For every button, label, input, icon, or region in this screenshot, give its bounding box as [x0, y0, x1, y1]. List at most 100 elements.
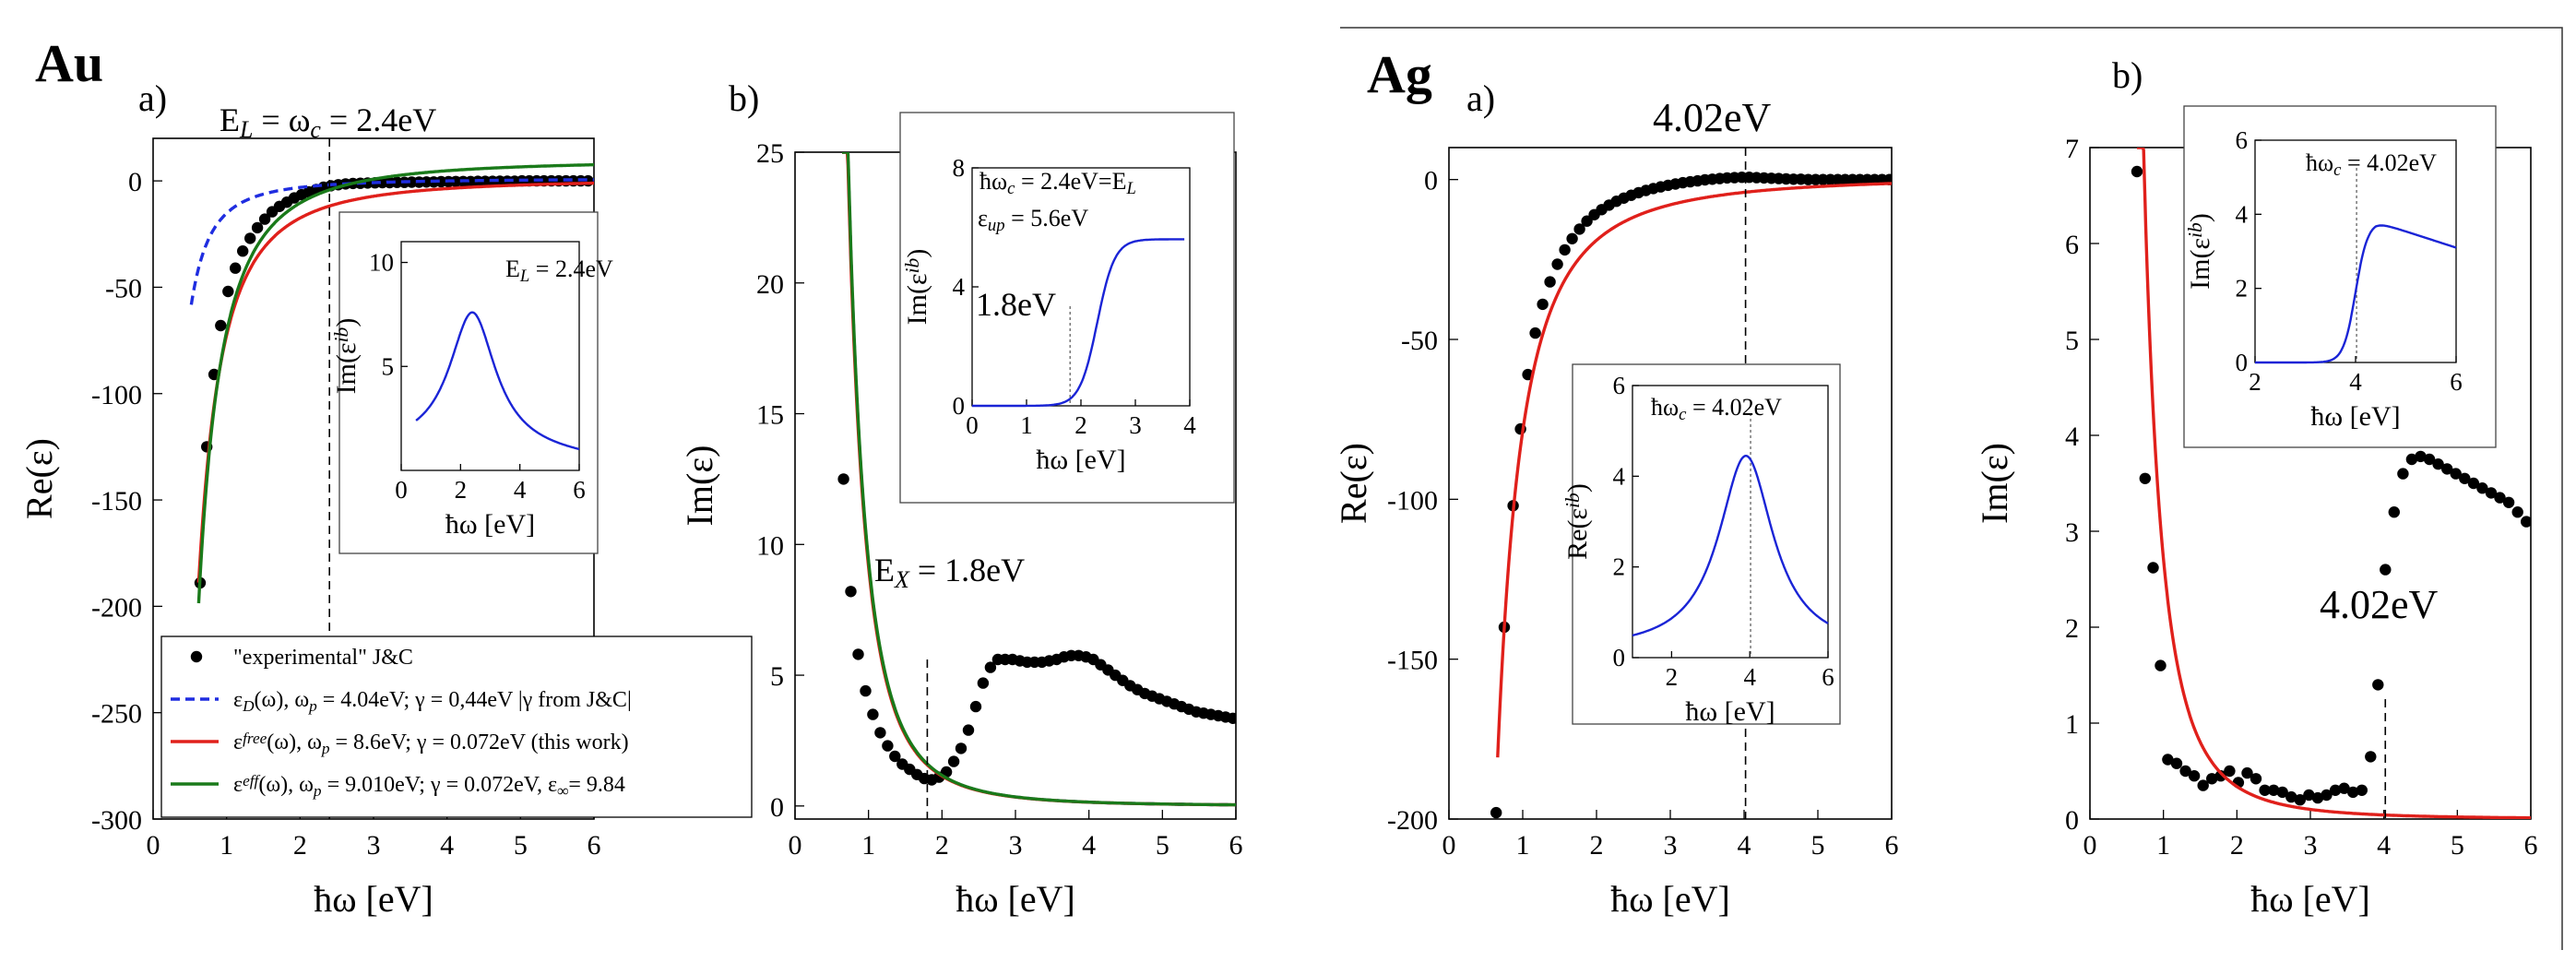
- ag_a-inset: 2 4 6 0 2 4 6 ħω [eV] Re(εib) ħωc = 4.02eV: [1561, 363, 1841, 727]
- ag_b-data-point: [2303, 789, 2315, 802]
- au_b-data-point: [882, 740, 894, 752]
- au_a-inset-xtick-label: 4: [514, 476, 527, 504]
- ag_a-data-point: [1529, 327, 1541, 339]
- au_a-ytick-label: -300: [91, 805, 142, 836]
- ag_b-ytick-label: 2: [2065, 613, 2079, 644]
- ag_b-ytick-label: 5: [2065, 326, 2079, 356]
- ag_a-inset-curve: [1632, 454, 1829, 637]
- ag_b-inset-box: [2183, 105, 2497, 448]
- au_b-inset: 0 1 2 3 4 0 4 8 ħω [eV] Im(εib) ħωc = 2.4eV=EL εup …: [899, 112, 1235, 504]
- ag_b-data-point: [2494, 492, 2506, 504]
- au_a-ytick-label: -50: [105, 273, 142, 303]
- ag_b-data-point: [2147, 562, 2159, 574]
- au_b-inset-annotation-0: ħωc = 2.4eV=EL: [979, 168, 1136, 198]
- au_a-ytick-label: 0: [128, 167, 142, 197]
- ag_a-data-point: [1573, 223, 1585, 235]
- ag_b-ytick-label: 0: [2065, 805, 2079, 836]
- ag_b-inset-ylabel: Im(εib): [2184, 213, 2215, 290]
- ag_a-inset-xtick-label: 6: [1822, 663, 1834, 691]
- au_b-plot-area: [837, 152, 1236, 807]
- ag_a-inset-ytick-label: 2: [1613, 553, 1626, 581]
- ag_b-data-point: [2502, 496, 2515, 508]
- au_a-xtick-label: 0: [147, 830, 160, 861]
- au_a-ylabel: Re(ε): [18, 438, 60, 519]
- au_b-ytick-label: 0: [770, 792, 784, 823]
- ag_b-inset-ytick-label: 2: [2236, 275, 2249, 303]
- au_b-inset-ytick-label: 0: [953, 392, 966, 420]
- ag_b-inset-ytick-label: 4: [2236, 200, 2249, 228]
- au_b-data-point: [845, 586, 857, 598]
- au_b-data-point: [889, 750, 901, 763]
- ag_a-inset-ytick-label: 4: [1613, 462, 1626, 490]
- legend-box: [160, 635, 753, 818]
- ag_b-data-point: [2347, 786, 2359, 799]
- au_b-xtick-label: 3: [1009, 830, 1023, 861]
- au_a-inset-xtick-label: 2: [455, 476, 468, 504]
- ag_b-data-point: [2450, 468, 2462, 480]
- au_a-series-2: [196, 181, 594, 583]
- ag_b-data-point: [2188, 770, 2201, 782]
- au_a-ytick-label: -250: [91, 699, 142, 730]
- ag_b-data-point: [2356, 784, 2368, 796]
- panel-label-au-a: a): [138, 77, 167, 119]
- ag_a-ytick-label: -150: [1387, 646, 1438, 676]
- au_a-xtick-label: 4: [440, 830, 454, 861]
- ag_b-data-point: [2467, 477, 2480, 490]
- ag_a-xtick-label: 0: [1442, 830, 1456, 861]
- panel-label-au-b: b): [729, 77, 759, 119]
- au_b-inset-xtick-label: 1: [1020, 411, 1033, 439]
- ag_a-data-point: [1566, 232, 1578, 244]
- au_a-inset-xtick-label: 6: [573, 476, 586, 504]
- ag_b-data-point: [2276, 786, 2288, 799]
- ag_b-data-point: [2250, 773, 2262, 785]
- au_a-data-point: [251, 221, 264, 234]
- au_a-plot-area: [189, 162, 594, 604]
- au_a-data-point: [215, 319, 227, 332]
- au_b-inset-xtick-label: 4: [1183, 411, 1196, 439]
- au_b-data-point: [947, 755, 960, 767]
- legend-marker: [190, 650, 203, 663]
- ag_b-data-point: [2294, 794, 2306, 806]
- ag_b-data-point: [2197, 779, 2209, 791]
- ag_a-data-point: [1559, 243, 1571, 256]
- ag_b-data-point: [2476, 482, 2488, 494]
- ag_a-inset-ytick-label: 6: [1613, 372, 1626, 399]
- ag_a-inset-annotation-0: ħωc = 4.02eV: [1651, 394, 1782, 424]
- ag_b-data-point: [2459, 472, 2471, 484]
- au_b-data-point: [962, 724, 975, 736]
- ag_b-xtick-label: 1: [2156, 830, 2170, 861]
- ag_a-inset-xtick-label: 2: [1666, 663, 1679, 691]
- au_b-data-point: [955, 742, 967, 754]
- ag_a-inset-axes-frame: [1632, 385, 1829, 659]
- metal-label-ag: Ag: [1367, 44, 1432, 104]
- ag_b-plot-area: [2131, 148, 2531, 819]
- au_a-xtick-label: 1: [220, 830, 233, 861]
- ag_a-xtick-label: 5: [1811, 830, 1825, 861]
- ag_b-data-point: [2397, 468, 2409, 480]
- ag_b-ytick-label: 7: [2065, 134, 2079, 164]
- au_a-xlabel: ħω [eV]: [314, 878, 433, 920]
- ag_b-xtick-label: 2: [2230, 830, 2244, 861]
- au_b-inset-ylabel: Im(εib): [901, 249, 932, 326]
- ag_a-ytick-label: -200: [1387, 805, 1438, 836]
- au_b-data-point: [867, 708, 879, 720]
- au_b-inset-ytick-label: 4: [953, 273, 966, 301]
- ag_b-data-point: [2338, 782, 2350, 794]
- au_b-inset-ytick-label: 8: [953, 154, 966, 182]
- ag_b-data-point: [2259, 784, 2271, 796]
- ag_b-ytick-label: 4: [2065, 422, 2079, 452]
- ag_b-annotation: 4.02eV: [2320, 582, 2439, 627]
- au_b-series-3: [842, 152, 1236, 807]
- ag_b-inset-xtick-label: 2: [2249, 368, 2261, 396]
- au_b-xtick-label: 4: [1082, 830, 1096, 861]
- ag_b-data-point: [2511, 506, 2523, 518]
- ag_a-series-1: [1496, 182, 1892, 758]
- ag_b-xtick-label: 5: [2451, 830, 2464, 861]
- ag_a-inset-box: [1572, 363, 1841, 725]
- ag_b-series-1: [2137, 148, 2531, 819]
- au_a-inset-axes-frame: [400, 241, 580, 471]
- au_a-xtick-label: 3: [367, 830, 381, 861]
- au_a-inset: 0 2 4 6 5 10 ħω [eV] Im(εib) EL = 2.4eV: [330, 211, 613, 554]
